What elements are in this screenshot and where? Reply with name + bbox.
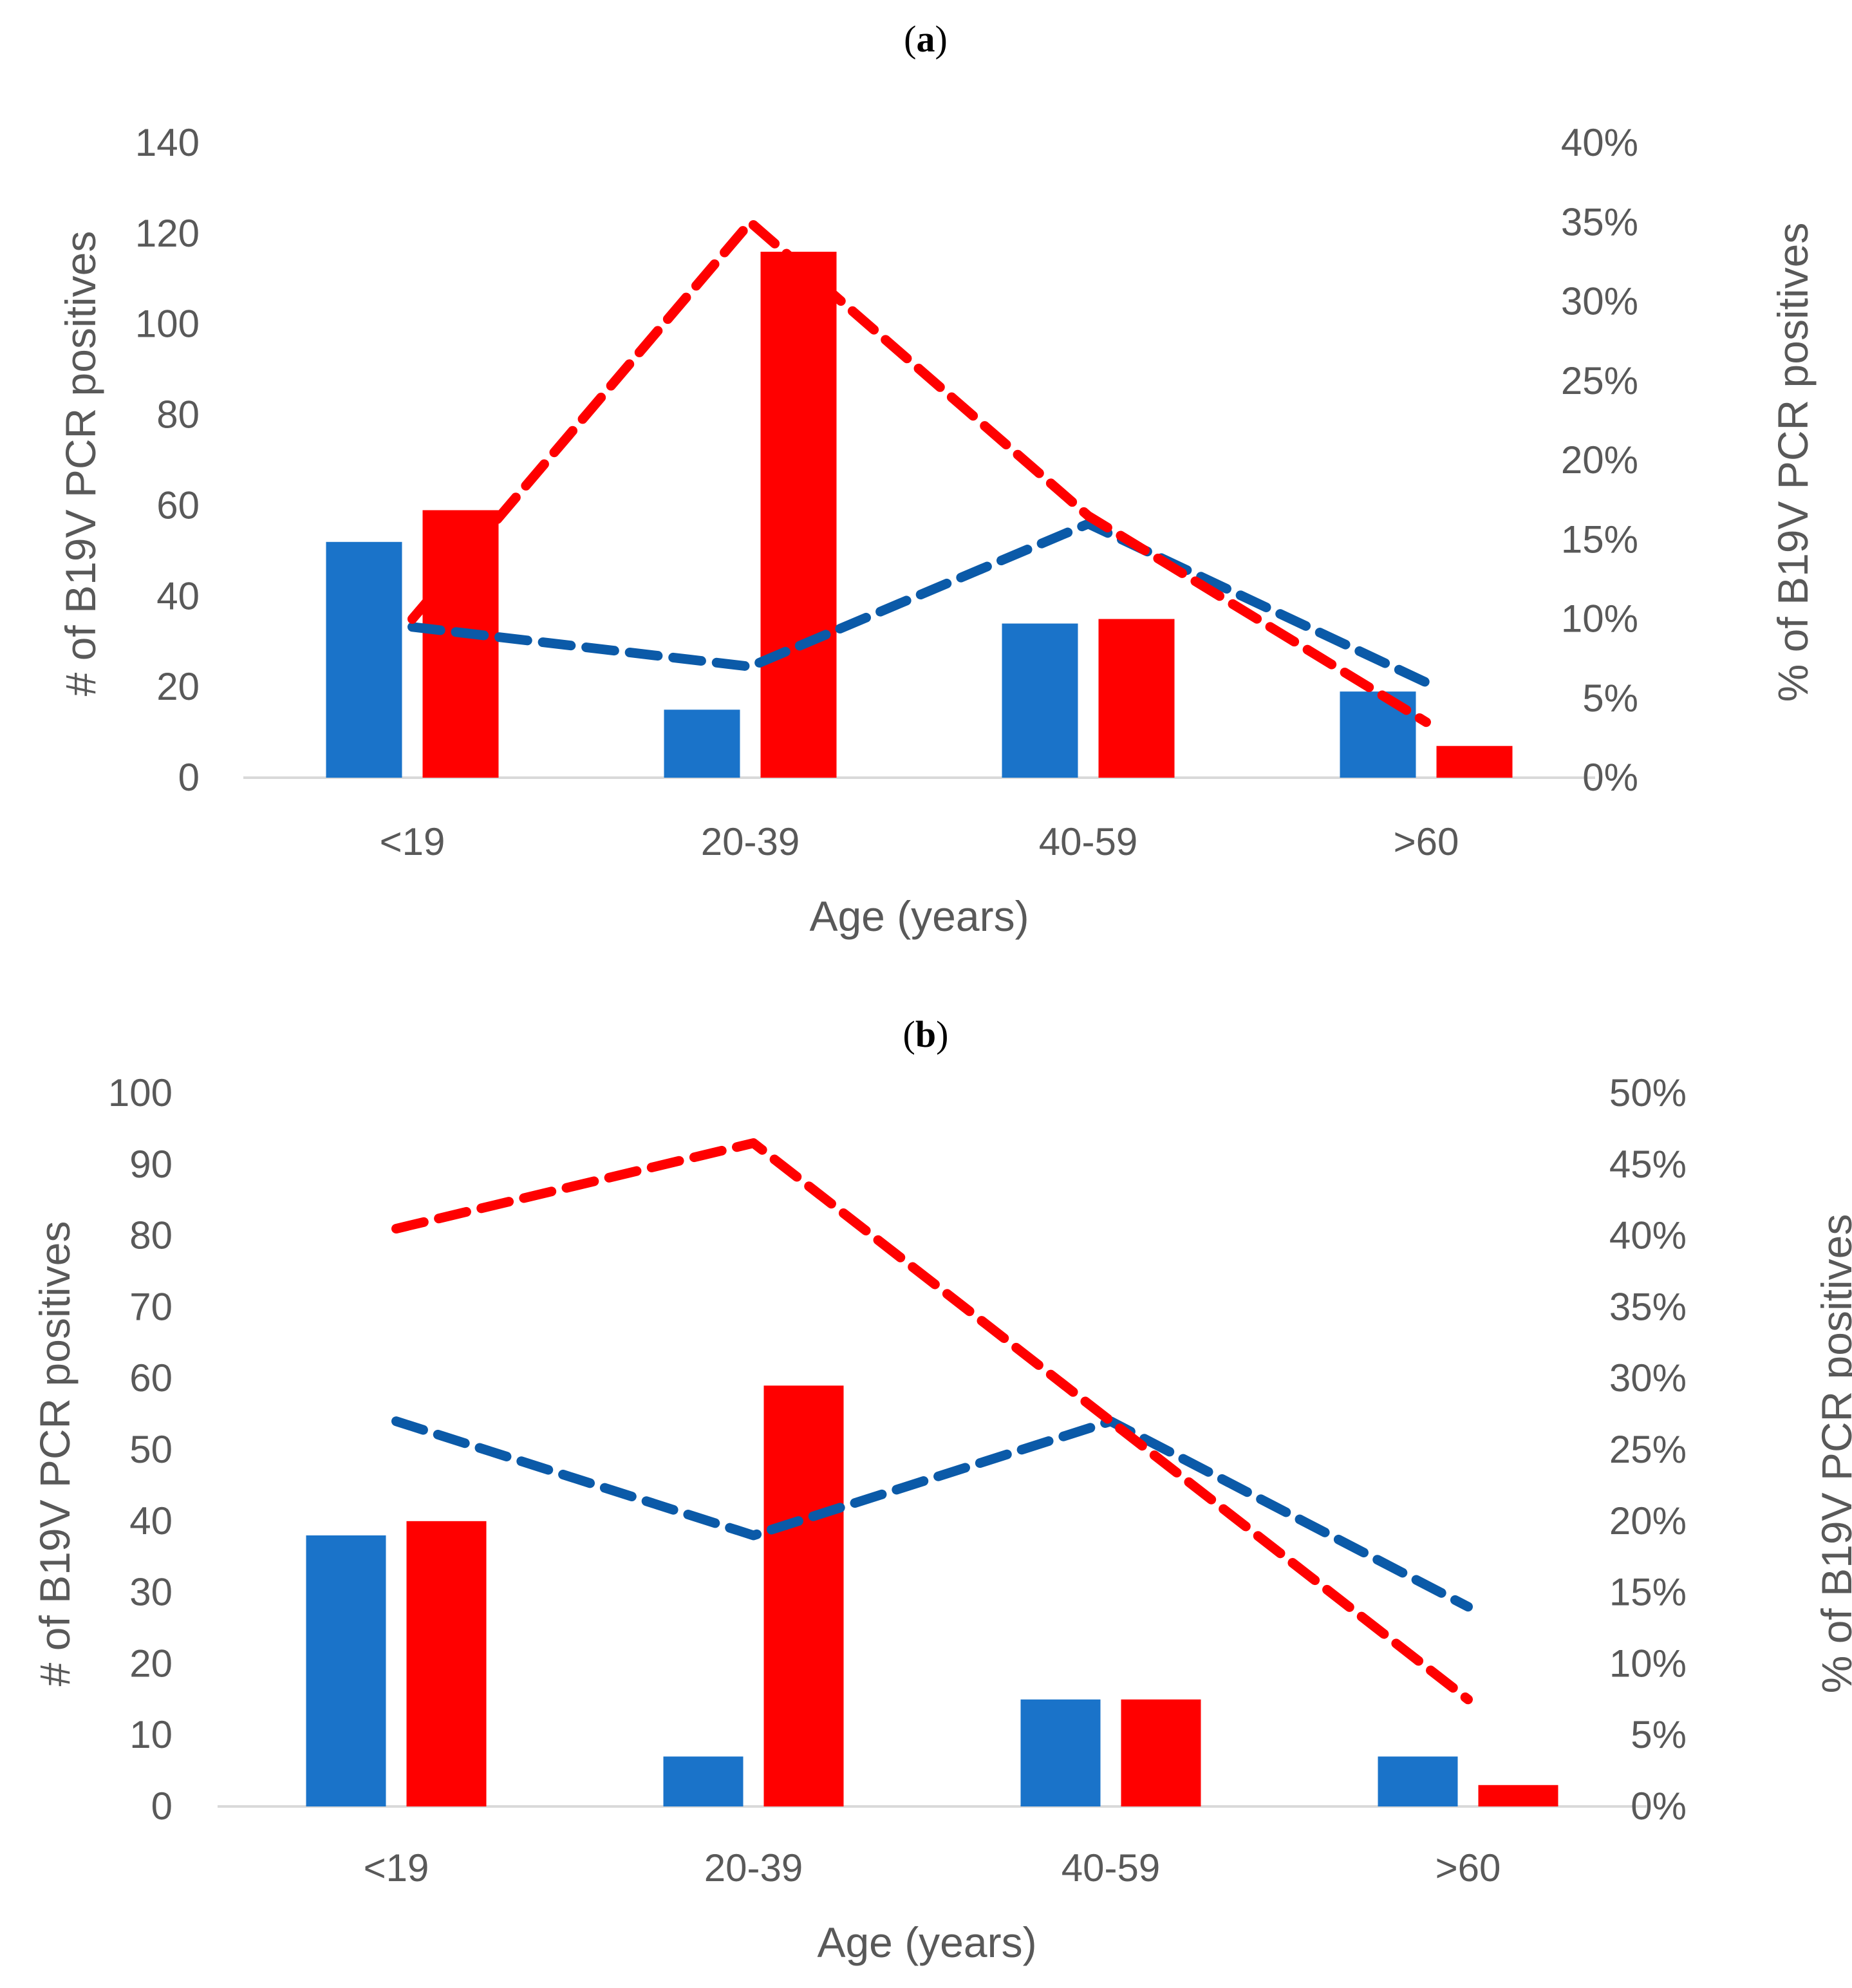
y-tick-label: 50 [129,1428,173,1471]
chart-a-x-axis-ticks: <19 20-39 40-59 >60 [380,820,1459,863]
y2-tick-label: 35% [1561,200,1638,243]
bar-red-0 [406,1521,487,1806]
chart-a-bars [326,252,1513,778]
series-line-blue-dashed [407,519,1431,688]
y-tick-label: 30 [129,1571,173,1614]
bar-red-3 [1436,746,1513,778]
y-tick-label: 80 [156,393,200,436]
y2-tick-label: 5% [1631,1713,1687,1756]
y2-tick-label: 10% [1609,1642,1687,1685]
x-tick-label: 20-39 [701,820,800,863]
x-tick-label: 40-59 [1039,820,1137,863]
series-line-red-dashed [407,217,1431,727]
bar-blue-3 [1378,1756,1458,1806]
chart-a-y2label: % of B19V PCR positives [1769,223,1817,702]
x-tick-label: >60 [1436,1846,1501,1890]
panel-a-label: (a) [904,18,948,60]
y-tick-label: 80 [129,1214,173,1257]
y2-tick-label: 35% [1609,1285,1687,1328]
bar-blue-1 [664,709,740,778]
y-tick-label: 0 [178,756,200,799]
x-tick-label: >60 [1394,820,1459,863]
y2-tick-label: 0% [1631,1785,1687,1828]
y2-tick-label: 30% [1561,280,1638,323]
chart-a-lines [407,217,1431,727]
panel-b-label: (b) [903,1013,949,1055]
y2-tick-label: 25% [1561,359,1638,402]
y-tick-label: 140 [135,121,200,164]
x-tick-label: <19 [380,820,445,863]
chart-b-y2-axis-ticks: 0% 5% 10% 15% 20% 25% 30% 35% 40% 45% 50% [1609,1071,1687,1828]
bar-blue-0 [306,1535,386,1806]
y-tick-label: 90 [129,1143,173,1186]
bar-red-1 [763,1385,844,1806]
y-tick-label: 0 [151,1785,173,1828]
chart-b-bars [306,1385,1558,1806]
chart-b-xlabel: Age (years) [817,1918,1036,1966]
y-tick-label: 70 [129,1285,173,1328]
y2-tick-label: 15% [1609,1571,1687,1614]
bar-red-1 [760,252,837,778]
bar-blue-1 [663,1756,744,1806]
chart-a-xlabel: Age (years) [809,892,1029,940]
y-tick-label: 10 [129,1713,173,1756]
y2-tick-label: 15% [1561,518,1638,561]
chart-b-x-axis-ticks: <19 20-39 40-59 >60 [364,1846,1501,1890]
bar-blue-2 [1020,1699,1101,1806]
y2-tick-label: 50% [1609,1071,1687,1114]
chart-b: (b) 0 10 20 30 40 50 60 70 80 90 100 0% 5% 10% 15% 20%… [31,1013,1852,1966]
x-tick-label: 40-59 [1062,1846,1160,1890]
y-tick-label: 120 [135,212,200,255]
chart-a-y-axis-ticks: 0 20 40 60 80 100 120 140 [135,121,200,799]
y-tick-label: 20 [129,1642,173,1685]
chart-a: (a) 0 20 40 60 80 100 120 140 0% 5% 10% 15% 20% 25% 3… [57,18,1817,940]
chart-a-y2-axis-ticks: 0% 5% 10% 15% 20% 25% 30% 35% 40% [1561,121,1638,799]
series-line-blue-dashed [391,1416,1473,1612]
y-tick-label: 100 [135,303,200,346]
chart-a-ylabel: # of B19V PCR positives [57,231,104,697]
x-tick-label: 20-39 [704,1846,803,1890]
bar-red-3 [1478,1785,1558,1806]
bar-blue-0 [326,541,402,778]
bar-red-0 [422,510,499,778]
y-tick-label: 20 [156,665,200,708]
y-tick-label: 100 [108,1071,173,1114]
y2-tick-label: 40% [1561,121,1638,164]
bar-blue-2 [1002,623,1078,778]
chart-b-lines [391,1138,1473,1705]
bar-red-2 [1121,1699,1201,1806]
y2-tick-label: 25% [1609,1428,1687,1471]
y2-tick-label: 0% [1582,756,1638,799]
y-tick-label: 40 [129,1499,173,1543]
y-tick-label: 60 [156,483,200,527]
chart-b-y-axis-ticks: 0 10 20 30 40 50 60 70 80 90 100 [108,1071,173,1828]
y2-tick-label: 20% [1561,438,1638,482]
y2-tick-label: 40% [1609,1214,1687,1257]
y2-tick-label: 20% [1609,1499,1687,1543]
y2-tick-label: 30% [1609,1356,1687,1400]
series-line-red-dashed [391,1138,1473,1705]
y2-tick-label: 45% [1609,1143,1687,1186]
chart-b-ylabel: # of B19V PCR positives [31,1221,79,1687]
y2-tick-label: 10% [1561,597,1638,641]
chart-b-y2label: % of B19V PCR positives [1813,1214,1852,1694]
bar-red-2 [1098,619,1175,778]
y-tick-label: 60 [129,1356,173,1400]
y-tick-label: 40 [156,574,200,617]
x-tick-label: <19 [364,1846,429,1890]
y2-tick-label: 5% [1582,677,1638,720]
